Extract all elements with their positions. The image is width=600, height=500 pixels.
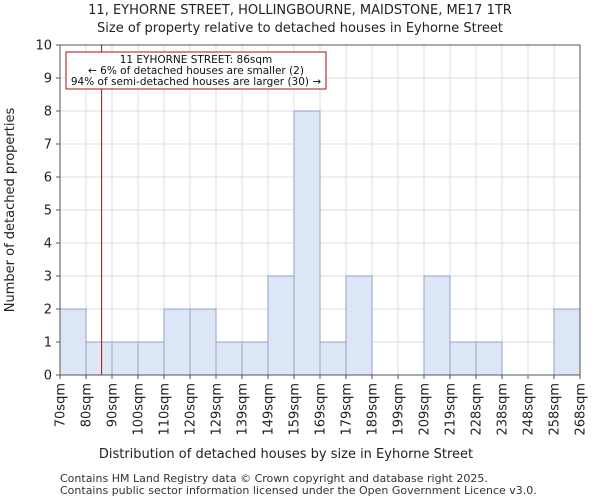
y-tick-label: 8	[44, 105, 52, 120]
annotation-line2: ← 6% of detached houses are smaller (2)	[88, 65, 304, 77]
y-tick-label: 1	[44, 336, 52, 351]
x-tick-label: 209sqm	[418, 383, 433, 436]
bar-149sqm	[267, 275, 295, 376]
y-tick-label: 5	[44, 204, 52, 219]
y-axis-label: Number of detached properties	[3, 108, 18, 313]
bar-100sqm	[137, 341, 165, 376]
bar-169sqm	[319, 341, 347, 376]
x-tick-label: 169sqm	[314, 383, 329, 436]
x-tick-label: 100sqm	[132, 383, 147, 436]
y-tick-label: 3	[44, 270, 52, 285]
x-tick-label: 120sqm	[184, 383, 199, 436]
annotation-line1: 11 EYHORNE STREET: 86sqm	[120, 54, 273, 66]
annotation-box	[65, 51, 327, 90]
x-tick-label: 219sqm	[444, 383, 459, 436]
y-tick-label: 10	[35, 39, 52, 54]
bar-120sqm	[189, 308, 217, 376]
x-tick-label: 248sqm	[522, 383, 537, 436]
bar-90sqm	[111, 341, 139, 376]
y-tick-label: 9	[44, 72, 52, 87]
x-tick-label: 268sqm	[574, 383, 589, 436]
x-axis-label: Distribution of detached houses by size …	[99, 447, 473, 462]
bar-159sqm	[293, 110, 321, 376]
x-tick-label: 90sqm	[106, 383, 121, 427]
y-tick-label: 2	[44, 303, 52, 318]
footer-line1: Contains HM Land Registry data © Crown c…	[60, 472, 488, 485]
annotation-line3: 94% of semi-detached houses are larger (…	[71, 76, 322, 88]
chart-title-line2: Size of property relative to detached ho…	[97, 21, 503, 36]
x-tick-label: 189sqm	[366, 383, 381, 436]
bars	[59, 110, 581, 376]
bar-70sqm	[59, 308, 87, 376]
x-tick-label: 159sqm	[288, 383, 303, 436]
x-tick-label: 199sqm	[392, 383, 407, 436]
x-tick-label: 139sqm	[236, 383, 251, 436]
x-axis-ticks: 70sqm 80sqm 90sqm 100sqm 110sqm 120sqm 129sqm 1…	[54, 375, 589, 436]
footer-line2: Contains public sector information licen…	[60, 484, 537, 497]
x-tick-label: 149sqm	[262, 383, 277, 436]
x-tick-label: 258sqm	[548, 383, 563, 436]
x-tick-label: 80sqm	[80, 383, 95, 427]
x-tick-label: 129sqm	[210, 383, 225, 436]
x-tick-label: 179sqm	[340, 383, 355, 436]
bar-219sqm	[449, 341, 477, 376]
y-axis-ticks: 0 1 2 3 4 5 6 7 8 9 10	[35, 39, 60, 384]
bar-110sqm	[163, 308, 191, 376]
y-tick-label: 0	[44, 369, 52, 384]
bar-209sqm	[423, 275, 451, 376]
bar-258sqm	[553, 308, 581, 376]
x-tick-label: 228sqm	[470, 383, 485, 436]
y-tick-label: 6	[44, 171, 52, 186]
x-tick-label: 110sqm	[158, 383, 173, 436]
y-tick-label: 4	[44, 237, 52, 252]
x-tick-label: 238sqm	[496, 383, 511, 436]
bar-129sqm	[215, 341, 243, 376]
y-tick-label: 7	[44, 138, 52, 153]
bar-80sqm	[85, 341, 113, 376]
bar-179sqm	[345, 275, 373, 376]
x-tick-label: 70sqm	[54, 383, 69, 427]
bar-139sqm	[241, 341, 269, 376]
chart-title-line1: 11, EYHORNE STREET, HOLLINGBOURNE, MAIDS…	[88, 3, 512, 18]
bar-228sqm	[475, 341, 503, 376]
